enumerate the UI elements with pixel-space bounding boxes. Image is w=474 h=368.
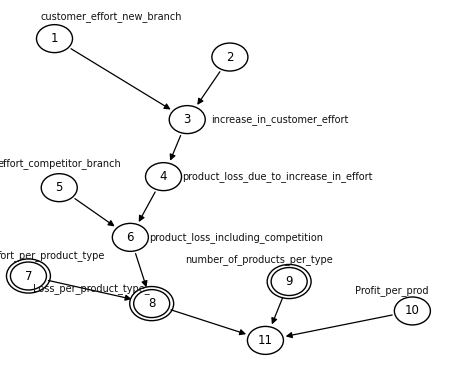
- Text: product_loss_due_to_increase_in_effort: product_loss_due_to_increase_in_effort: [182, 171, 373, 182]
- Text: product_loss_including_competition: product_loss_including_competition: [149, 232, 323, 243]
- Text: 7: 7: [25, 269, 32, 283]
- Text: fort_per_product_type: fort_per_product_type: [0, 250, 105, 261]
- Text: 10: 10: [405, 304, 420, 318]
- Text: 8: 8: [148, 297, 155, 310]
- Circle shape: [134, 290, 170, 318]
- Circle shape: [36, 25, 73, 53]
- Text: 11: 11: [258, 334, 273, 347]
- Circle shape: [169, 106, 205, 134]
- Text: 6: 6: [127, 231, 134, 244]
- Circle shape: [212, 43, 248, 71]
- Text: 3: 3: [183, 113, 191, 126]
- Circle shape: [271, 268, 307, 296]
- Text: 1: 1: [51, 32, 58, 45]
- Text: Loss_per_product_type_: Loss_per_product_type_: [33, 283, 150, 294]
- Text: number_of_products_per_type: number_of_products_per_type: [185, 254, 333, 265]
- Text: 4: 4: [160, 170, 167, 183]
- Circle shape: [394, 297, 430, 325]
- Text: Profit_per_prod: Profit_per_prod: [356, 285, 429, 296]
- Text: effort_competitor_branch: effort_competitor_branch: [0, 158, 121, 169]
- Circle shape: [112, 223, 148, 251]
- Text: 9: 9: [285, 275, 293, 288]
- Text: customer_effort_new_branch: customer_effort_new_branch: [41, 11, 182, 22]
- Text: 5: 5: [55, 181, 63, 194]
- Circle shape: [146, 163, 182, 191]
- Circle shape: [10, 262, 46, 290]
- Text: 2: 2: [226, 50, 234, 64]
- Circle shape: [41, 174, 77, 202]
- Circle shape: [247, 326, 283, 354]
- Text: increase_in_customer_effort: increase_in_customer_effort: [211, 114, 348, 125]
